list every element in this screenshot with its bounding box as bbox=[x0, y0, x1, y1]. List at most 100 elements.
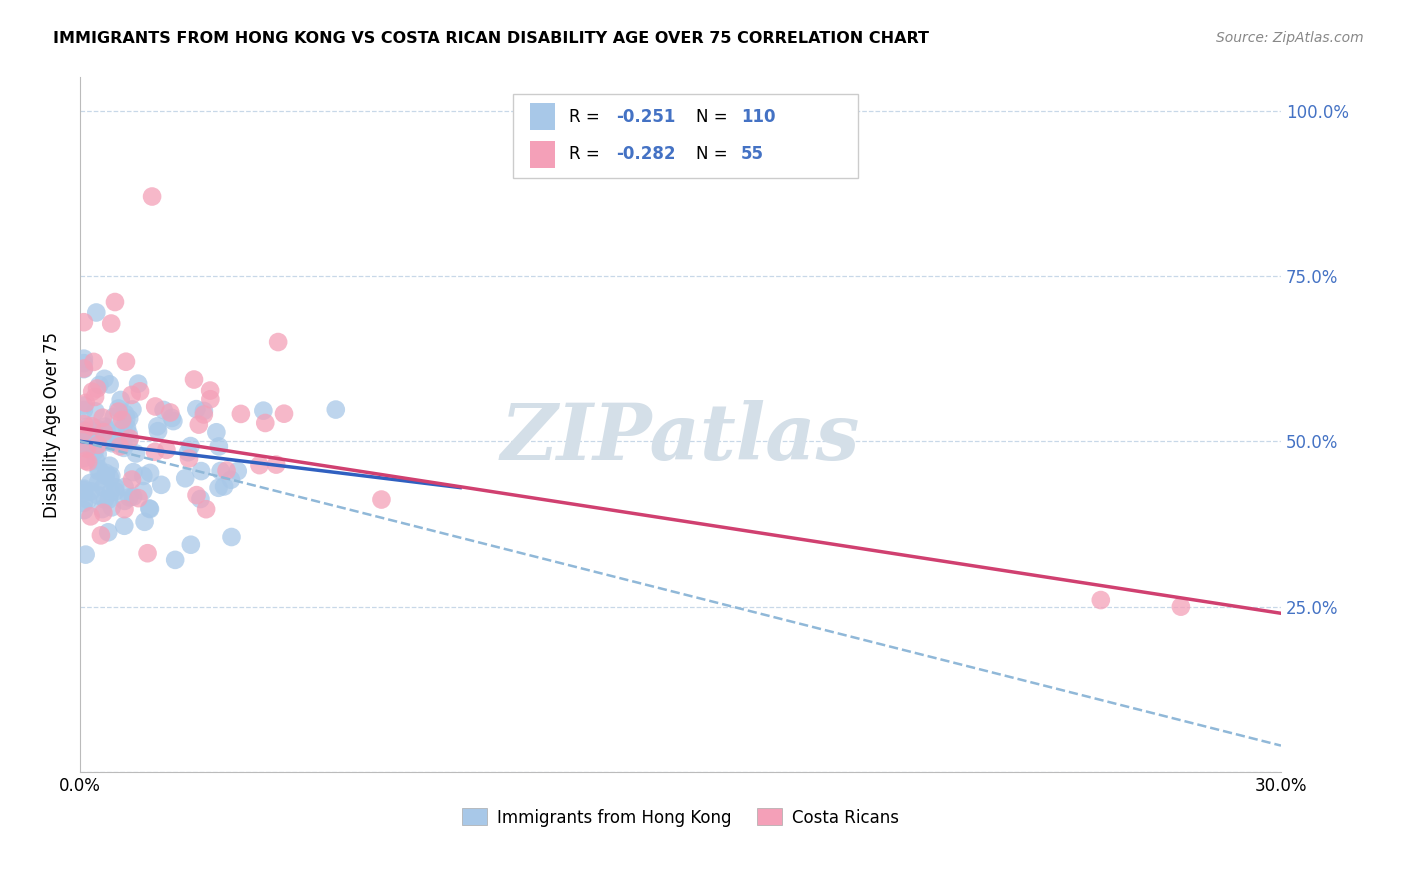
Point bbox=[101, 436, 124, 450]
Point bbox=[75, 396, 97, 410]
Point bbox=[86, 447, 108, 461]
Text: 110: 110 bbox=[741, 108, 776, 126]
Point bbox=[112, 441, 135, 455]
Point bbox=[93, 506, 115, 520]
Point bbox=[114, 494, 136, 508]
Point bbox=[129, 384, 152, 399]
Point bbox=[77, 434, 100, 448]
Point bbox=[162, 414, 184, 428]
Point bbox=[115, 420, 138, 434]
Point bbox=[112, 518, 135, 533]
Point bbox=[87, 462, 110, 476]
Point bbox=[73, 425, 96, 439]
Text: N =: N = bbox=[696, 145, 733, 163]
Point bbox=[73, 486, 96, 500]
Text: IMMIGRANTS FROM HONG KONG VS COSTA RICAN DISABILITY AGE OVER 75 CORRELATION CHAR: IMMIGRANTS FROM HONG KONG VS COSTA RICAN… bbox=[53, 31, 929, 46]
Point bbox=[190, 464, 212, 478]
Point bbox=[165, 553, 187, 567]
Text: R =: R = bbox=[569, 108, 606, 126]
Point bbox=[117, 434, 139, 449]
Point bbox=[107, 404, 129, 418]
Point bbox=[174, 471, 197, 485]
Point bbox=[80, 484, 103, 499]
Point bbox=[73, 315, 96, 329]
Point bbox=[73, 483, 96, 497]
Point bbox=[143, 445, 166, 459]
Point bbox=[84, 305, 107, 319]
Point bbox=[187, 417, 209, 432]
Point bbox=[96, 422, 118, 436]
Point bbox=[76, 420, 98, 434]
Point bbox=[136, 546, 159, 560]
Point bbox=[80, 434, 103, 449]
Point bbox=[75, 438, 97, 452]
Point bbox=[180, 439, 202, 453]
Point bbox=[75, 454, 97, 468]
Point bbox=[132, 484, 155, 499]
Point bbox=[77, 492, 100, 507]
Point bbox=[73, 496, 96, 510]
Point bbox=[264, 458, 287, 472]
Point bbox=[127, 491, 149, 505]
Point bbox=[215, 464, 238, 478]
Point bbox=[79, 509, 101, 524]
Point bbox=[118, 432, 141, 446]
Point bbox=[98, 458, 121, 473]
Point bbox=[87, 488, 110, 502]
Point bbox=[104, 484, 127, 499]
Point bbox=[73, 361, 96, 376]
Point bbox=[117, 426, 139, 441]
Point bbox=[73, 356, 96, 370]
Text: -0.282: -0.282 bbox=[616, 145, 675, 163]
Point bbox=[110, 392, 132, 407]
Point bbox=[84, 390, 107, 404]
Point bbox=[127, 376, 149, 391]
Text: R =: R = bbox=[569, 145, 606, 163]
Point bbox=[97, 492, 120, 507]
Point bbox=[98, 471, 121, 485]
Point bbox=[77, 426, 100, 441]
Point bbox=[115, 355, 138, 369]
Point bbox=[1170, 599, 1192, 614]
Point bbox=[100, 485, 122, 500]
Point bbox=[86, 428, 108, 442]
Point bbox=[73, 399, 96, 413]
Point bbox=[73, 417, 96, 431]
Point bbox=[91, 502, 114, 516]
Point bbox=[79, 475, 101, 490]
Point bbox=[132, 469, 155, 483]
Point bbox=[118, 491, 141, 505]
Point bbox=[73, 482, 96, 496]
Point bbox=[94, 466, 117, 480]
Point bbox=[76, 442, 98, 456]
Point bbox=[73, 351, 96, 366]
Point bbox=[100, 317, 122, 331]
Point bbox=[104, 295, 127, 310]
Point bbox=[94, 419, 117, 434]
Point bbox=[190, 491, 212, 506]
Point bbox=[93, 425, 115, 439]
Point bbox=[229, 407, 252, 421]
Point bbox=[80, 424, 103, 438]
Point bbox=[84, 453, 107, 467]
Text: -0.251: -0.251 bbox=[616, 108, 675, 126]
Point bbox=[111, 413, 134, 427]
Point bbox=[73, 503, 96, 517]
Point bbox=[83, 355, 105, 369]
Point bbox=[141, 189, 163, 203]
Point bbox=[122, 465, 145, 479]
Point bbox=[75, 548, 97, 562]
Point bbox=[370, 492, 392, 507]
Point bbox=[121, 402, 143, 417]
Point bbox=[91, 480, 114, 494]
Point bbox=[73, 423, 96, 437]
Point bbox=[195, 502, 218, 516]
Point bbox=[76, 434, 98, 449]
Point bbox=[112, 437, 135, 451]
Point bbox=[200, 392, 222, 407]
Point bbox=[94, 492, 117, 507]
Point bbox=[205, 425, 228, 440]
Point bbox=[97, 434, 120, 449]
Point bbox=[186, 488, 208, 502]
Point bbox=[152, 403, 174, 417]
